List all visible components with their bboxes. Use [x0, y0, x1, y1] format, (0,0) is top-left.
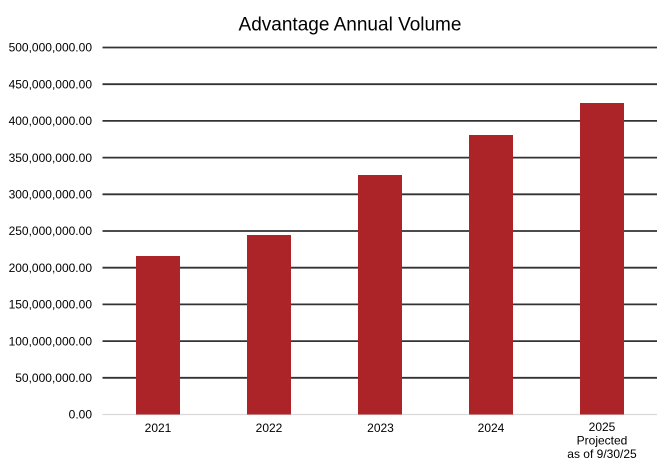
svg-text:2023: 2023: [367, 421, 394, 435]
svg-text:Projected: Projected: [577, 434, 628, 448]
svg-text:450,000,000.00: 450,000,000.00: [9, 77, 93, 91]
svg-text:500,000,000.00: 500,000,000.00: [9, 41, 93, 55]
svg-text:400,000,000.00: 400,000,000.00: [9, 114, 93, 128]
svg-text:2021: 2021: [145, 421, 172, 435]
svg-text:100,000,000.00: 100,000,000.00: [9, 334, 93, 348]
svg-text:Advantage Annual Volume: Advantage Annual Volume: [239, 15, 462, 36]
svg-text:300,000,000.00: 300,000,000.00: [9, 188, 93, 202]
svg-text:0.00: 0.00: [69, 408, 93, 422]
svg-text:50,000,000.00: 50,000,000.00: [15, 371, 92, 385]
svg-text:200,000,000.00: 200,000,000.00: [9, 261, 93, 275]
svg-text:150,000,000.00: 150,000,000.00: [9, 298, 93, 312]
svg-text:as of 9/30/25: as of 9/30/25: [567, 447, 637, 461]
svg-text:2024: 2024: [478, 421, 505, 435]
svg-text:250,000,000.00: 250,000,000.00: [9, 224, 93, 238]
svg-text:2022: 2022: [256, 421, 283, 435]
svg-text:350,000,000.00: 350,000,000.00: [9, 151, 93, 165]
svg-text:2025: 2025: [589, 420, 616, 434]
